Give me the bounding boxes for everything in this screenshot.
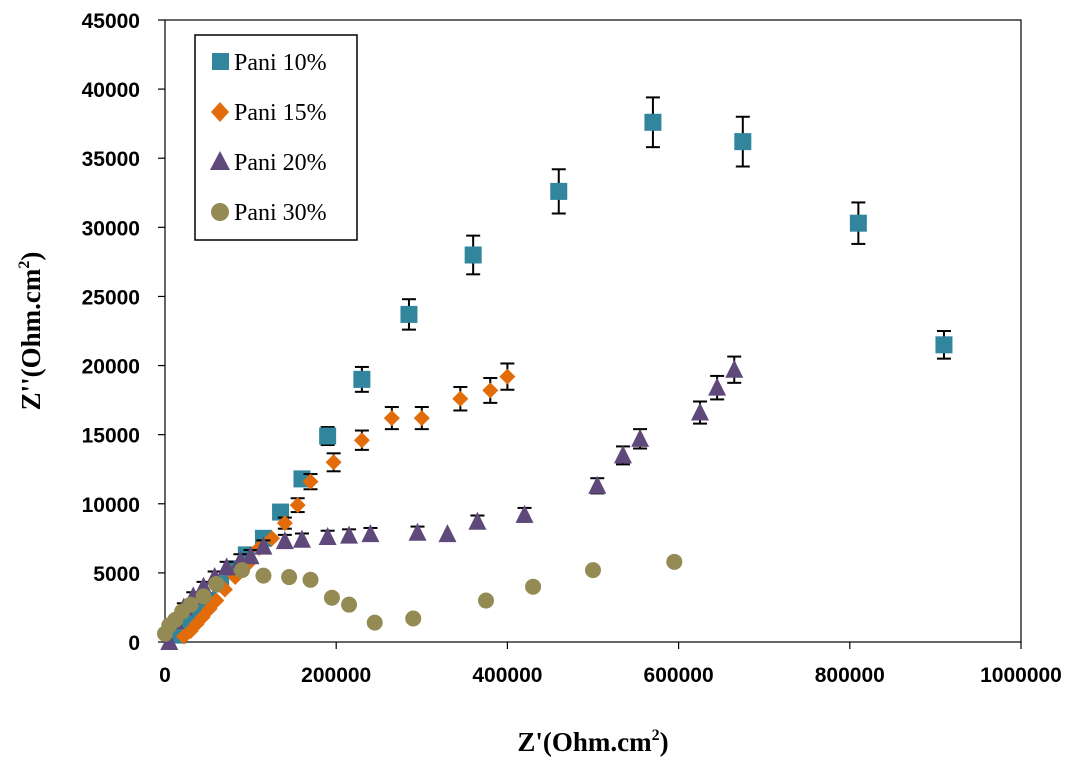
y-tick-label: 15000 (82, 425, 140, 448)
data-point (160, 632, 179, 650)
data-point (340, 525, 359, 544)
data-point (234, 562, 251, 579)
x-tick-label: 400000 (472, 664, 542, 687)
data-point (585, 562, 601, 579)
x-tick-label: 200000 (301, 664, 371, 687)
data-point (353, 432, 370, 449)
data-point (361, 524, 380, 543)
axis-ticks: 0 200000 400000 600000 800000 1000000 0 5000 100… (82, 10, 1062, 687)
data-point (588, 475, 607, 494)
data-point (255, 567, 272, 584)
y-tick-label: 25000 (82, 286, 140, 309)
legend-marker-triangle-icon (210, 151, 230, 170)
data-point (208, 592, 225, 609)
series-4 (157, 553, 683, 642)
data-point (515, 504, 534, 523)
data-point (438, 524, 457, 543)
data-point (254, 536, 273, 555)
data-point (292, 529, 311, 548)
data-point (631, 428, 650, 447)
data-point (644, 113, 662, 131)
x-tick-label: 800000 (815, 664, 885, 687)
data-point (217, 557, 236, 576)
data-point (302, 571, 319, 588)
data-point (482, 382, 499, 399)
data-point (325, 454, 342, 471)
data-point (289, 497, 306, 514)
data-point (499, 368, 516, 385)
legend-item-4: Pani 30% (211, 200, 327, 226)
plot-border (164, 19, 1022, 643)
plot-area (164, 19, 1022, 643)
data-point (464, 246, 482, 264)
legend-item-2: Pani 15% (211, 100, 327, 126)
data-point (276, 515, 293, 532)
data-point (302, 473, 319, 490)
legend-marker-square-icon (212, 53, 229, 70)
data-point (275, 531, 294, 550)
data-point (400, 305, 418, 323)
data-point (208, 575, 225, 592)
data-point (734, 133, 752, 151)
x-axis-title: Z'(Ohm.cm2) (517, 727, 668, 757)
data-point (478, 592, 494, 609)
y-tick-label: 35000 (82, 148, 140, 171)
data-point (182, 596, 199, 613)
y-tick-label: 40000 (82, 79, 140, 102)
data-point (281, 569, 298, 586)
data-point (264, 530, 280, 547)
data-point (849, 214, 867, 232)
legend-marker-circle-icon (211, 203, 229, 221)
data-point (666, 553, 683, 570)
series-3 (160, 355, 744, 650)
data-point (468, 511, 487, 530)
data-point (452, 390, 469, 407)
y-tick-label: 20000 (82, 356, 140, 379)
data-point (319, 427, 337, 445)
data-point (725, 359, 744, 378)
data-point (318, 526, 337, 545)
data-point (413, 410, 430, 427)
data-point (691, 402, 709, 421)
x-tick-label: 1000000 (980, 664, 1062, 687)
data-point (613, 445, 632, 464)
data-point (341, 596, 358, 613)
y-tick-label: 30000 (82, 217, 140, 240)
data-point (708, 377, 727, 396)
y-tick-label: 45000 (82, 10, 140, 33)
y-tick-label: 10000 (82, 494, 140, 517)
data-point (366, 614, 383, 631)
data-point (935, 336, 953, 354)
y-axis-title: Z''(Ohm.cm2) (16, 252, 46, 411)
y-tick-label: 0 (128, 632, 140, 655)
series-layer (157, 96, 953, 650)
legend-label: Pani 20% (234, 150, 327, 176)
data-point (550, 182, 568, 200)
legend-item-1: Pani 10% (212, 50, 327, 76)
y-tick-label: 5000 (93, 563, 140, 586)
data-point (323, 589, 340, 606)
legend-marker-diamond-icon (211, 102, 229, 122)
x-tick-label: 0 (159, 664, 171, 687)
data-point (195, 588, 212, 605)
legend-label: Pani 30% (234, 200, 327, 226)
legend-label: Pani 15% (234, 100, 327, 126)
data-point (405, 610, 422, 627)
data-point (241, 546, 260, 565)
legend-label: Pani 10% (234, 50, 327, 76)
data-point (383, 410, 400, 427)
data-point (408, 522, 427, 541)
data-point (525, 578, 542, 595)
legend: Pani 10% Pani 15% Pani 20% Pani 30% (194, 34, 358, 241)
data-point (353, 370, 371, 388)
x-tick-label: 600000 (644, 664, 714, 687)
legend-item-3: Pani 20% (210, 150, 327, 176)
